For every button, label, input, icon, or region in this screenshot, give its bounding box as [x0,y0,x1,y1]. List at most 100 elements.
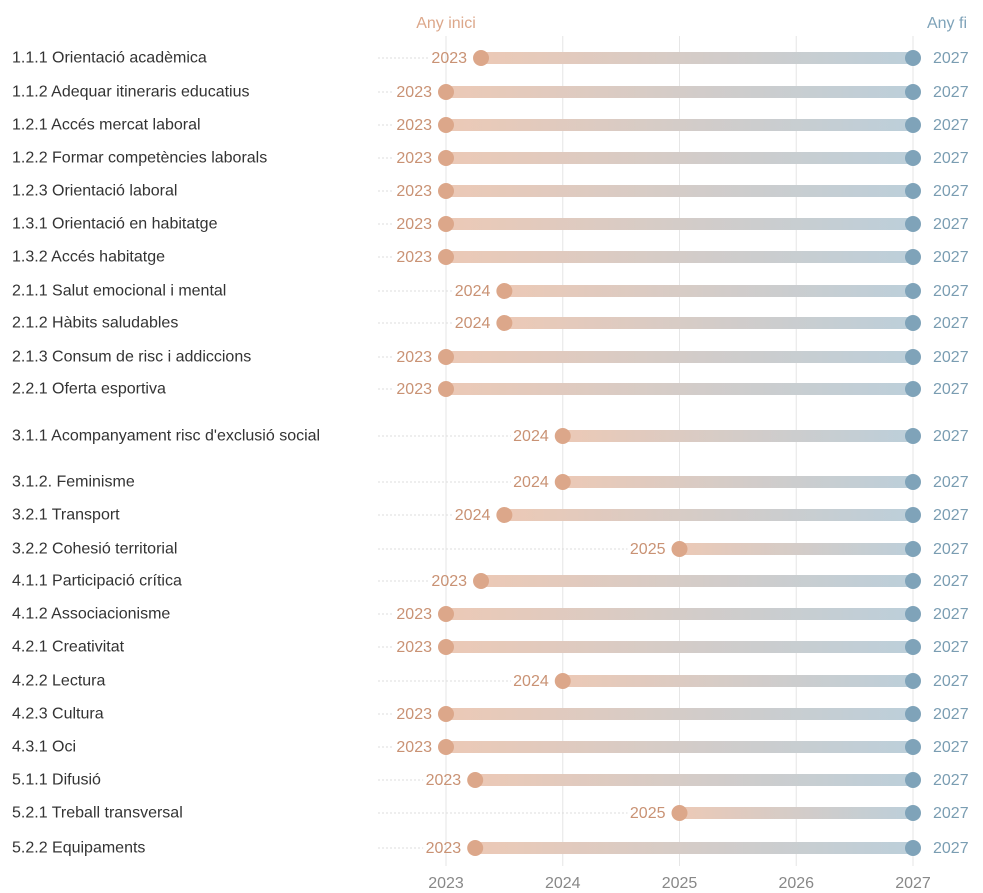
start-label: 2025 [630,541,666,558]
row-label: 5.1.1 Difusió [12,771,101,789]
bar [446,641,913,653]
row-label: 3.2.1 Transport [12,506,120,524]
row-label: 4.1.1 Participació crítica [12,572,182,590]
end-dot [905,183,921,199]
bar [446,152,913,164]
x-tick-label: 2023 [428,875,464,892]
end-dot [905,216,921,232]
row-label: 4.1.2 Associacionisme [12,605,171,623]
end-label: 2027 [933,150,969,167]
start-dot [554,428,571,444]
x-tick-label: 2027 [895,875,931,892]
start-label: 2023 [396,381,432,398]
x-tick-label: 2026 [778,875,814,892]
start-label: 2024 [513,474,549,491]
end-label: 2027 [933,50,969,67]
start-label: 2023 [396,216,432,233]
start-dot [438,639,454,655]
end-label: 2027 [933,428,969,445]
start-dot [438,706,454,722]
bar [446,218,913,230]
end-label: 2027 [933,216,969,233]
start-label: 2024 [455,315,491,332]
row-label: 2.1.3 Consum de risc i addiccions [12,348,252,366]
end-label: 2027 [933,541,969,558]
start-dot [496,283,513,299]
row-label: 1.1.2 Adequar itineraris educatius [12,83,250,101]
end-label: 2027 [933,606,969,623]
end-dot [905,381,921,397]
bar [562,476,913,488]
bar [504,509,913,521]
end-label: 2027 [933,84,969,101]
end-label: 2027 [933,673,969,690]
start-dot [671,541,688,557]
row-label: 3.1.1 Acompanyament risc d'exclusió soci… [12,427,321,445]
end-dot [905,150,921,166]
end-dot [905,840,921,856]
start-dot [496,315,513,331]
end-dot [905,349,921,365]
row-label: 2.2.1 Oferta esportiva [12,380,166,398]
start-dot [671,805,688,821]
end-dot [905,84,921,100]
start-label: 2023 [396,349,432,366]
bar [562,675,913,687]
bar [446,608,913,620]
end-dot [905,606,921,622]
end-label: 2027 [933,474,969,491]
row-label: 2.1.1 Salut emocional i mental [12,282,227,300]
bar [504,317,913,329]
start-label: 2024 [513,428,549,445]
bar [446,119,913,131]
bar [562,430,913,442]
row-label: 1.3.1 Orientació en habitatge [12,215,218,233]
x-tick-label: 2024 [545,875,581,892]
start-dot [438,606,454,622]
end-dot [905,541,921,557]
end-dot [905,50,921,66]
row-label: 1.2.2 Formar competències laborals [12,149,268,167]
start-label: 2023 [396,84,432,101]
bar [446,185,913,197]
start-label: 2023 [396,117,432,134]
end-label: 2027 [933,639,969,656]
end-dot [905,507,921,523]
start-label: 2023 [431,50,467,67]
end-dot [905,706,921,722]
start-label: 2025 [630,805,666,822]
bar [475,774,913,786]
bar [446,741,913,753]
start-dot [554,673,571,689]
end-label: 2027 [933,507,969,524]
bar [446,86,913,98]
row-label: 1.2.1 Accés mercat laboral [12,116,201,134]
bar [481,52,913,64]
bar [504,285,913,297]
bar [446,351,913,363]
start-dot [438,150,454,166]
end-dot [905,739,921,755]
end-dot [905,673,921,689]
end-dot [905,428,921,444]
legend-start: Any inici [416,15,476,32]
end-label: 2027 [933,840,969,857]
start-label: 2023 [426,840,462,857]
start-label: 2023 [396,739,432,756]
row-label: 1.1.1 Orientació acadèmica [12,49,207,67]
row-label: 4.2.2 Lectura [12,672,106,690]
end-dot [905,805,921,821]
end-label: 2027 [933,249,969,266]
start-dot [467,772,484,788]
end-label: 2027 [933,283,969,300]
start-dot [438,249,454,265]
end-label: 2027 [933,117,969,134]
legend-end: Any fi [927,15,967,32]
start-label: 2023 [431,573,467,590]
row-label: 3.2.2 Cohesió territorial [12,540,178,558]
start-label: 2023 [396,150,432,167]
bar [446,383,913,395]
start-label: 2023 [396,606,432,623]
